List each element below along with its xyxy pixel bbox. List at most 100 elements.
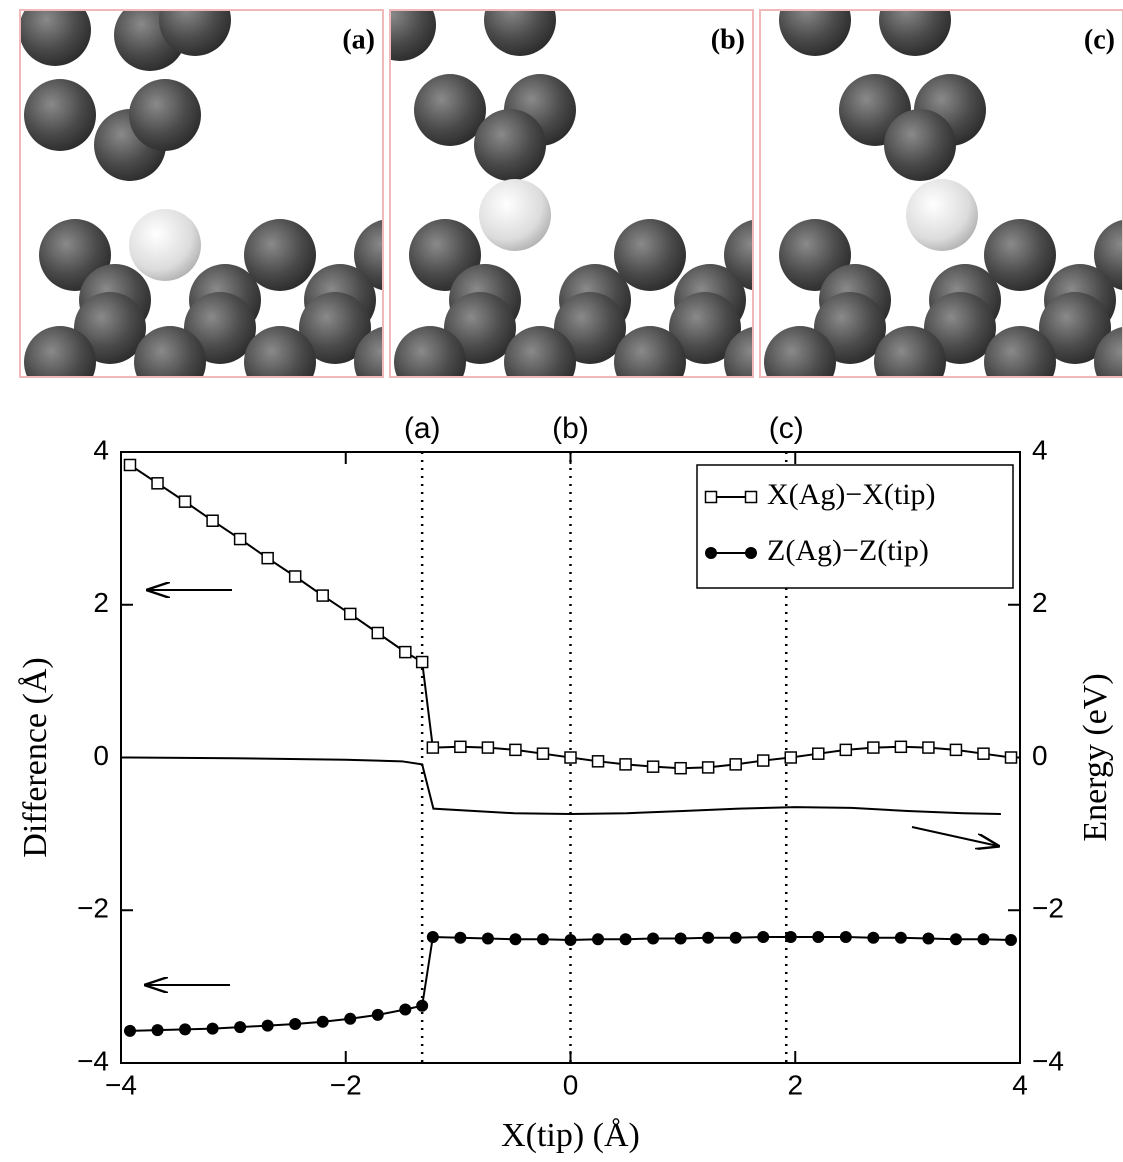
- ag-atom: [244, 219, 316, 291]
- ag-atom: [779, 10, 851, 56]
- marker: [1004, 751, 1018, 764]
- atoms: [390, 10, 753, 377]
- marker: [784, 930, 797, 943]
- marker: [564, 934, 577, 947]
- marker: [415, 655, 429, 669]
- marker: [261, 1019, 274, 1032]
- x-tick-label: −4: [105, 1069, 137, 1100]
- marker: [647, 932, 660, 945]
- ag-atom: [20, 10, 91, 66]
- ag-atom: [390, 10, 436, 61]
- y-tick-label: −4: [77, 1045, 109, 1076]
- marker: [371, 626, 385, 640]
- series-line: [129, 935, 1012, 1032]
- marker: [343, 607, 357, 621]
- marker: [701, 761, 715, 774]
- y-tick-label: 0: [93, 740, 109, 771]
- y2-tick-label: −4: [1032, 1045, 1064, 1076]
- marker: [784, 751, 798, 764]
- ag-atom: [764, 326, 836, 377]
- panel-border: [19, 9, 384, 378]
- ag-atom: [984, 219, 1056, 291]
- ag-atom: [474, 109, 546, 181]
- y2-tick-label: 2: [1032, 587, 1048, 618]
- marker: [977, 747, 990, 760]
- marker: [454, 740, 467, 754]
- atoms: [760, 10, 1123, 377]
- marker: [922, 741, 935, 754]
- marker: [867, 741, 880, 754]
- marker: [757, 930, 770, 943]
- ag-atom: [24, 326, 96, 377]
- legend-marker: [745, 547, 757, 559]
- legend-label: Z(Ag)−Z(tip): [767, 534, 929, 567]
- marker: [619, 758, 632, 771]
- ag-atom: [414, 74, 486, 146]
- marker: [426, 930, 439, 943]
- legend-marker: [744, 490, 758, 504]
- atoms: [20, 10, 383, 377]
- ag-atom: [884, 109, 956, 181]
- marker: [674, 932, 687, 945]
- adatom: [479, 179, 551, 251]
- ag-atom: [1094, 326, 1123, 377]
- ag-atom: [129, 79, 201, 151]
- panel-label: (b): [711, 24, 745, 55]
- ag-atom: [299, 292, 371, 364]
- x-tick-label: −2: [330, 1069, 362, 1100]
- marker: [591, 755, 605, 768]
- y2-axis-label: Energy (eV): [1077, 673, 1114, 841]
- marker: [233, 532, 247, 546]
- arrow: [911, 826, 998, 846]
- marker: [812, 747, 825, 760]
- marker: [729, 758, 742, 771]
- legend: X(Ag)−X(tip) Z(Ag)−Z(tip): [696, 464, 1014, 589]
- ag-atom: [134, 326, 206, 377]
- marker: [178, 495, 192, 508]
- panel-label: (a): [342, 24, 375, 55]
- marker: [592, 933, 605, 946]
- legend-marker: [705, 547, 717, 559]
- legend-box: [696, 464, 1014, 589]
- marker: [123, 458, 137, 472]
- atom-panel: (c): [759, 9, 1123, 378]
- marker: [288, 570, 302, 583]
- atom-panel: (b): [389, 9, 754, 378]
- ag-atom: [394, 326, 466, 377]
- legend-label: X(Ag)−X(tip): [767, 478, 936, 511]
- marker: [536, 933, 549, 946]
- panel-border: [389, 9, 754, 378]
- marker: [646, 760, 660, 773]
- marker: [674, 761, 687, 775]
- x-tick-label: 2: [787, 1069, 803, 1100]
- ag-atom: [1039, 292, 1111, 364]
- marker: [344, 1012, 357, 1025]
- marker: [416, 999, 429, 1012]
- reference-label: (a): [404, 412, 441, 445]
- marker: [894, 740, 908, 754]
- marker: [509, 743, 522, 757]
- ag-atom: [874, 326, 946, 377]
- adatom: [129, 209, 201, 281]
- reference-label: (b): [552, 412, 589, 445]
- marker: [234, 1021, 247, 1034]
- ag-atom: [244, 326, 316, 377]
- marker: [839, 930, 852, 943]
- atom-panel: (a): [19, 9, 384, 378]
- marker: [564, 751, 577, 764]
- y-axis-label: Difference (Å): [17, 657, 54, 857]
- ag-atom: [984, 326, 1056, 377]
- marker: [179, 1023, 192, 1036]
- x-tick-label: 4: [1012, 1069, 1028, 1100]
- y2-tick-label: 0: [1032, 740, 1048, 771]
- adatom: [906, 179, 978, 251]
- marker: [454, 931, 467, 944]
- y2-tick-label: 4: [1032, 434, 1048, 465]
- marker: [867, 931, 880, 944]
- ag-atom: [614, 326, 686, 377]
- marker: [371, 1008, 384, 1021]
- ag-atom: [484, 10, 556, 56]
- ag-atom: [24, 79, 96, 151]
- ag-atom: [614, 219, 686, 291]
